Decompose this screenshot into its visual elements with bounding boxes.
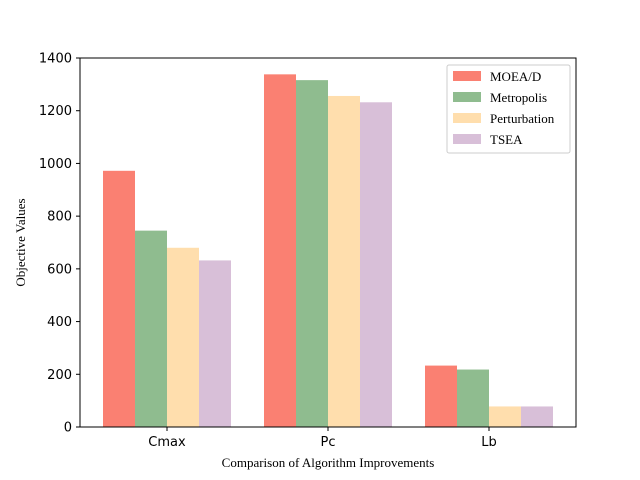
bar-cmax-moea-d <box>103 170 135 427</box>
bar-pc-tsea <box>360 102 392 427</box>
bar-lb-tsea <box>521 406 553 427</box>
legend-label: Perturbation <box>490 111 555 126</box>
legend-label: MOEA/D <box>490 69 541 84</box>
y-axis-title: Objective Values <box>13 198 28 286</box>
bar-pc-perturbation <box>328 95 360 427</box>
x-axis-title: Comparison of Algorithm Improvements <box>222 455 435 470</box>
legend-box <box>446 64 571 154</box>
bar-lb-perturbation <box>489 406 521 427</box>
y-tick-label: 0 <box>64 421 72 436</box>
bar-pc-metropolis <box>296 80 328 427</box>
y-tick-label: 800 <box>47 210 72 225</box>
x-tick-label: Pc <box>321 435 336 450</box>
legend-label: Metropolis <box>490 90 547 105</box>
legend-swatch <box>453 71 481 81</box>
bar-cmax-perturbation <box>167 247 199 427</box>
y-axis-ticks: 0 200 400 600 800 1000 1200 1400 <box>39 52 80 436</box>
y-tick-label: 200 <box>47 368 72 383</box>
bar-cmax-tsea <box>199 260 231 427</box>
y-tick-label: 600 <box>47 262 72 277</box>
bar-pc-moea-d <box>264 74 296 427</box>
bars-layer <box>103 74 553 427</box>
legend-swatch <box>453 134 481 144</box>
y-tick-label: 400 <box>47 315 72 330</box>
legend-label: TSEA <box>490 132 523 147</box>
bar-lb-moea-d <box>425 365 457 427</box>
y-tick-label: 1400 <box>39 52 72 67</box>
legend: MOEA/D Metropolis Perturbation TSEA <box>446 64 571 154</box>
bar-lb-metropolis <box>457 369 489 427</box>
x-tick-label: Lb <box>481 435 497 450</box>
legend-swatch <box>453 92 481 102</box>
y-tick-label: 1000 <box>39 157 72 172</box>
x-axis-ticks: Cmax Pc Lb <box>148 427 497 450</box>
legend-swatch <box>453 113 481 123</box>
y-tick-label: 1200 <box>39 104 72 119</box>
bar-cmax-metropolis <box>135 230 167 427</box>
x-tick-label: Cmax <box>148 435 186 450</box>
